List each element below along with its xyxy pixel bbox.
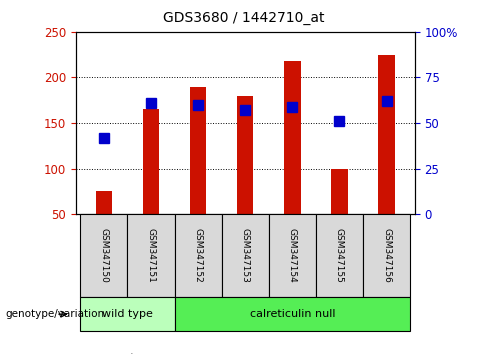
- Bar: [96, 192, 112, 214]
- Text: genotype/variation: genotype/variation: [5, 309, 104, 319]
- Text: GSM347150: GSM347150: [100, 228, 108, 283]
- Bar: [127, 214, 175, 297]
- Text: count: count: [105, 353, 134, 354]
- Bar: [331, 169, 347, 214]
- Bar: [284, 61, 301, 214]
- Bar: [378, 55, 395, 214]
- Bar: [81, 214, 127, 297]
- Bar: [237, 96, 253, 214]
- Bar: [143, 109, 159, 214]
- Bar: [81, 297, 175, 331]
- Text: GSM347151: GSM347151: [146, 228, 156, 283]
- Bar: [363, 214, 410, 297]
- Text: GSM347155: GSM347155: [335, 228, 344, 283]
- Text: GDS3680 / 1442710_at: GDS3680 / 1442710_at: [163, 11, 325, 25]
- Bar: [175, 297, 410, 331]
- Text: GSM347156: GSM347156: [382, 228, 391, 283]
- Bar: [269, 214, 316, 297]
- Bar: [175, 214, 222, 297]
- Bar: [190, 86, 206, 214]
- Text: ■: ■: [85, 353, 95, 354]
- Text: GSM347152: GSM347152: [194, 228, 203, 283]
- Bar: [222, 214, 269, 297]
- Text: GSM347153: GSM347153: [241, 228, 250, 283]
- Text: wild type: wild type: [102, 309, 153, 319]
- Text: GSM347154: GSM347154: [288, 228, 297, 283]
- Bar: [316, 214, 363, 297]
- Text: calreticulin null: calreticulin null: [249, 309, 335, 319]
